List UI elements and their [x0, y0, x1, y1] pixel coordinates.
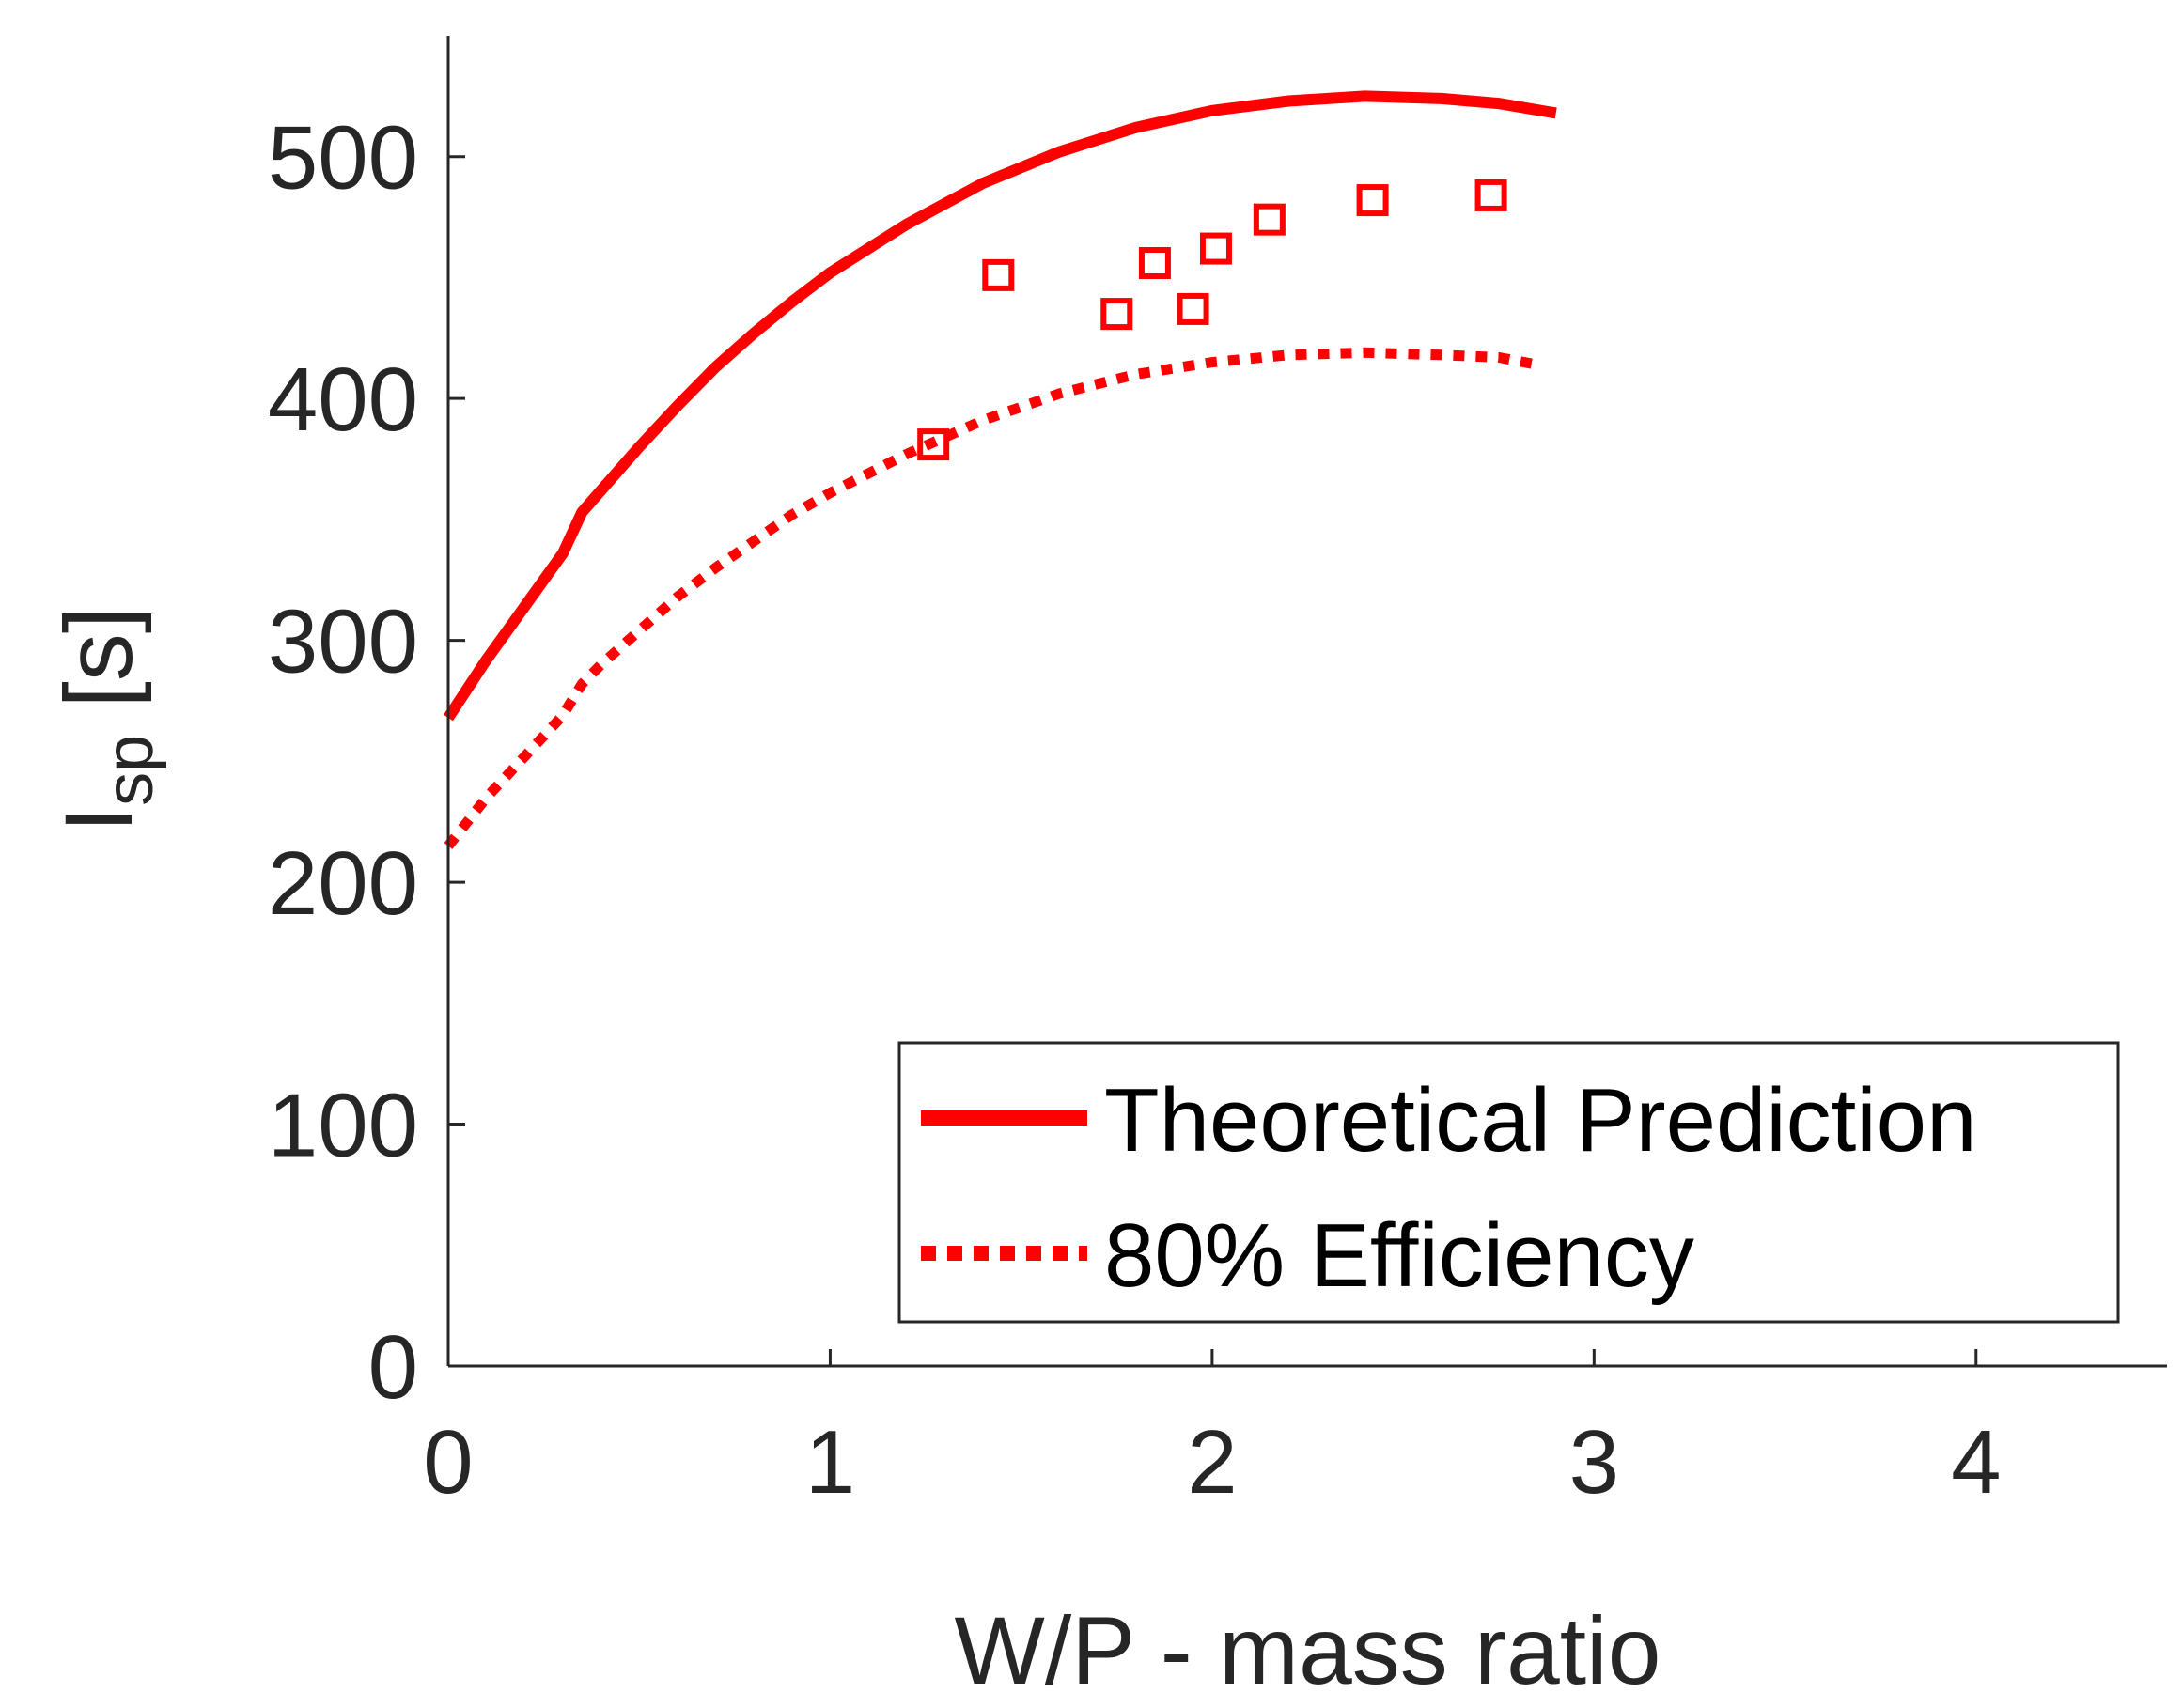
plot-lines	[443, 90, 1557, 849]
legend: Theoretical Prediction 80% Efficiency	[897, 1041, 2120, 1324]
x-tick-label: 4	[1951, 1412, 2001, 1513]
y-ticks: 0 100 200 300 400 500	[268, 108, 465, 1418]
data-point-experimental	[1474, 179, 1507, 211]
series-line-theoretical	[443, 90, 1557, 722]
data-point-experimental	[1199, 232, 1232, 265]
axes	[446, 36, 2167, 1368]
y-tick-label: 0	[368, 1317, 418, 1418]
data-point-experimental	[1138, 247, 1171, 280]
y-axis-title: Isp [s]	[45, 607, 167, 832]
x-tick-label: 0	[423, 1412, 473, 1513]
legend-label-theoretical: Theoretical Prediction	[1104, 1070, 1976, 1171]
data-point-experimental	[1253, 203, 1286, 236]
y-axis-title-main: I	[45, 806, 152, 832]
y-tick-label: 300	[268, 592, 418, 692]
y-axis-title-subscript: sp	[92, 735, 167, 806]
y-tick-label: 400	[268, 349, 418, 450]
series-line-efficiency	[444, 347, 1538, 849]
data-point-experimental	[917, 428, 950, 461]
data-point-experimental	[1356, 184, 1389, 217]
plot-markers	[917, 179, 1507, 461]
y-tick-label: 200	[268, 833, 418, 934]
x-axis-title: W/P - mass ratio	[955, 1597, 1661, 1704]
y-tick-label: 100	[268, 1076, 418, 1176]
x-ticks: 0 1 2 3 4	[423, 1349, 2001, 1513]
x-tick-label: 2	[1187, 1412, 1237, 1513]
data-point-experimental	[1177, 292, 1209, 325]
x-tick-label: 1	[805, 1412, 855, 1513]
x-tick-label: 3	[1569, 1412, 1619, 1513]
y-tick-label: 500	[268, 108, 418, 209]
legend-box	[897, 1041, 2120, 1324]
data-point-experimental	[982, 258, 1015, 291]
legend-label-efficiency: 80% Efficiency	[1104, 1205, 1694, 1306]
data-point-experimental	[1100, 298, 1133, 331]
y-axis-title-suffix: [s]	[45, 607, 152, 735]
